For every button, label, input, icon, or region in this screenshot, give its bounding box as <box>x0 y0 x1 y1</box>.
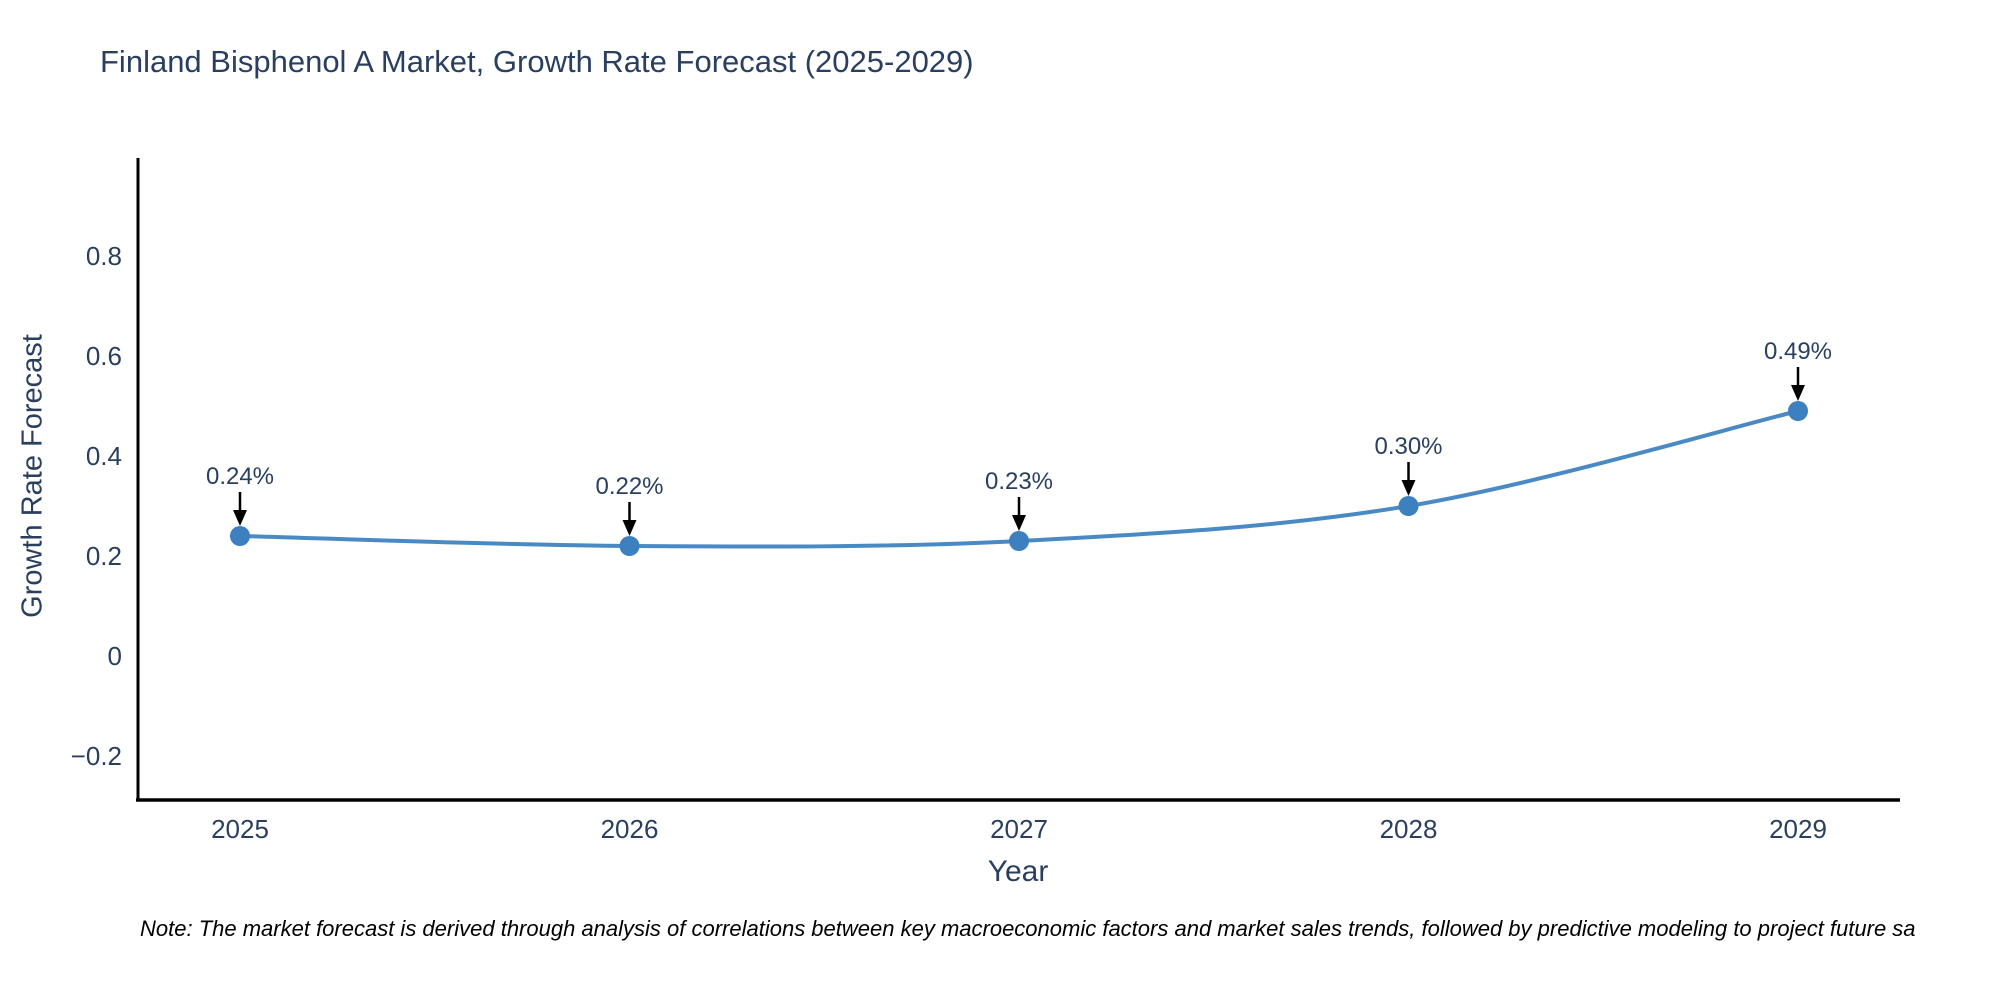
x-tick-label: 2026 <box>601 814 659 844</box>
annotation-arrowhead-icon <box>622 520 637 536</box>
data-point-marker <box>619 536 640 556</box>
annotation-label: 0.49% <box>1764 338 1832 365</box>
annotation-label: 0.22% <box>595 473 663 500</box>
chart-title: Finland Bisphenol A Market, Growth Rate … <box>100 44 974 79</box>
annotation-arrowhead-icon <box>1401 480 1416 496</box>
annotation-arrowhead-icon <box>233 510 247 526</box>
y-tick-label: 0.2 <box>86 541 122 571</box>
annotation-label: 0.23% <box>985 468 1053 495</box>
y-tick-label: 0.8 <box>86 241 122 271</box>
y-tick-label: 0.6 <box>86 341 122 371</box>
data-point-marker <box>1009 531 1029 551</box>
data-point-marker <box>230 526 250 546</box>
annotation-arrowhead-icon <box>1012 515 1026 531</box>
x-tick-label: 2025 <box>211 814 269 844</box>
annotation-label: 0.24% <box>206 463 274 490</box>
x-tick-label: 2027 <box>990 814 1048 844</box>
x-axis-title: Year <box>987 855 1049 888</box>
footnote-text: Note: The market forecast is derived thr… <box>140 916 1916 941</box>
annotation-label: 0.30% <box>1374 433 1442 460</box>
x-tick-label: 2028 <box>1380 814 1438 844</box>
data-point-marker <box>1788 401 1808 421</box>
y-tick-label: 0.4 <box>86 441 122 471</box>
x-tick-label: 2029 <box>1769 814 1827 844</box>
y-tick-label: 0 <box>108 641 122 671</box>
annotation-arrowhead-icon <box>1791 385 1805 401</box>
y-tick-label: −0.2 <box>71 741 122 771</box>
data-point-marker <box>1398 496 1419 516</box>
